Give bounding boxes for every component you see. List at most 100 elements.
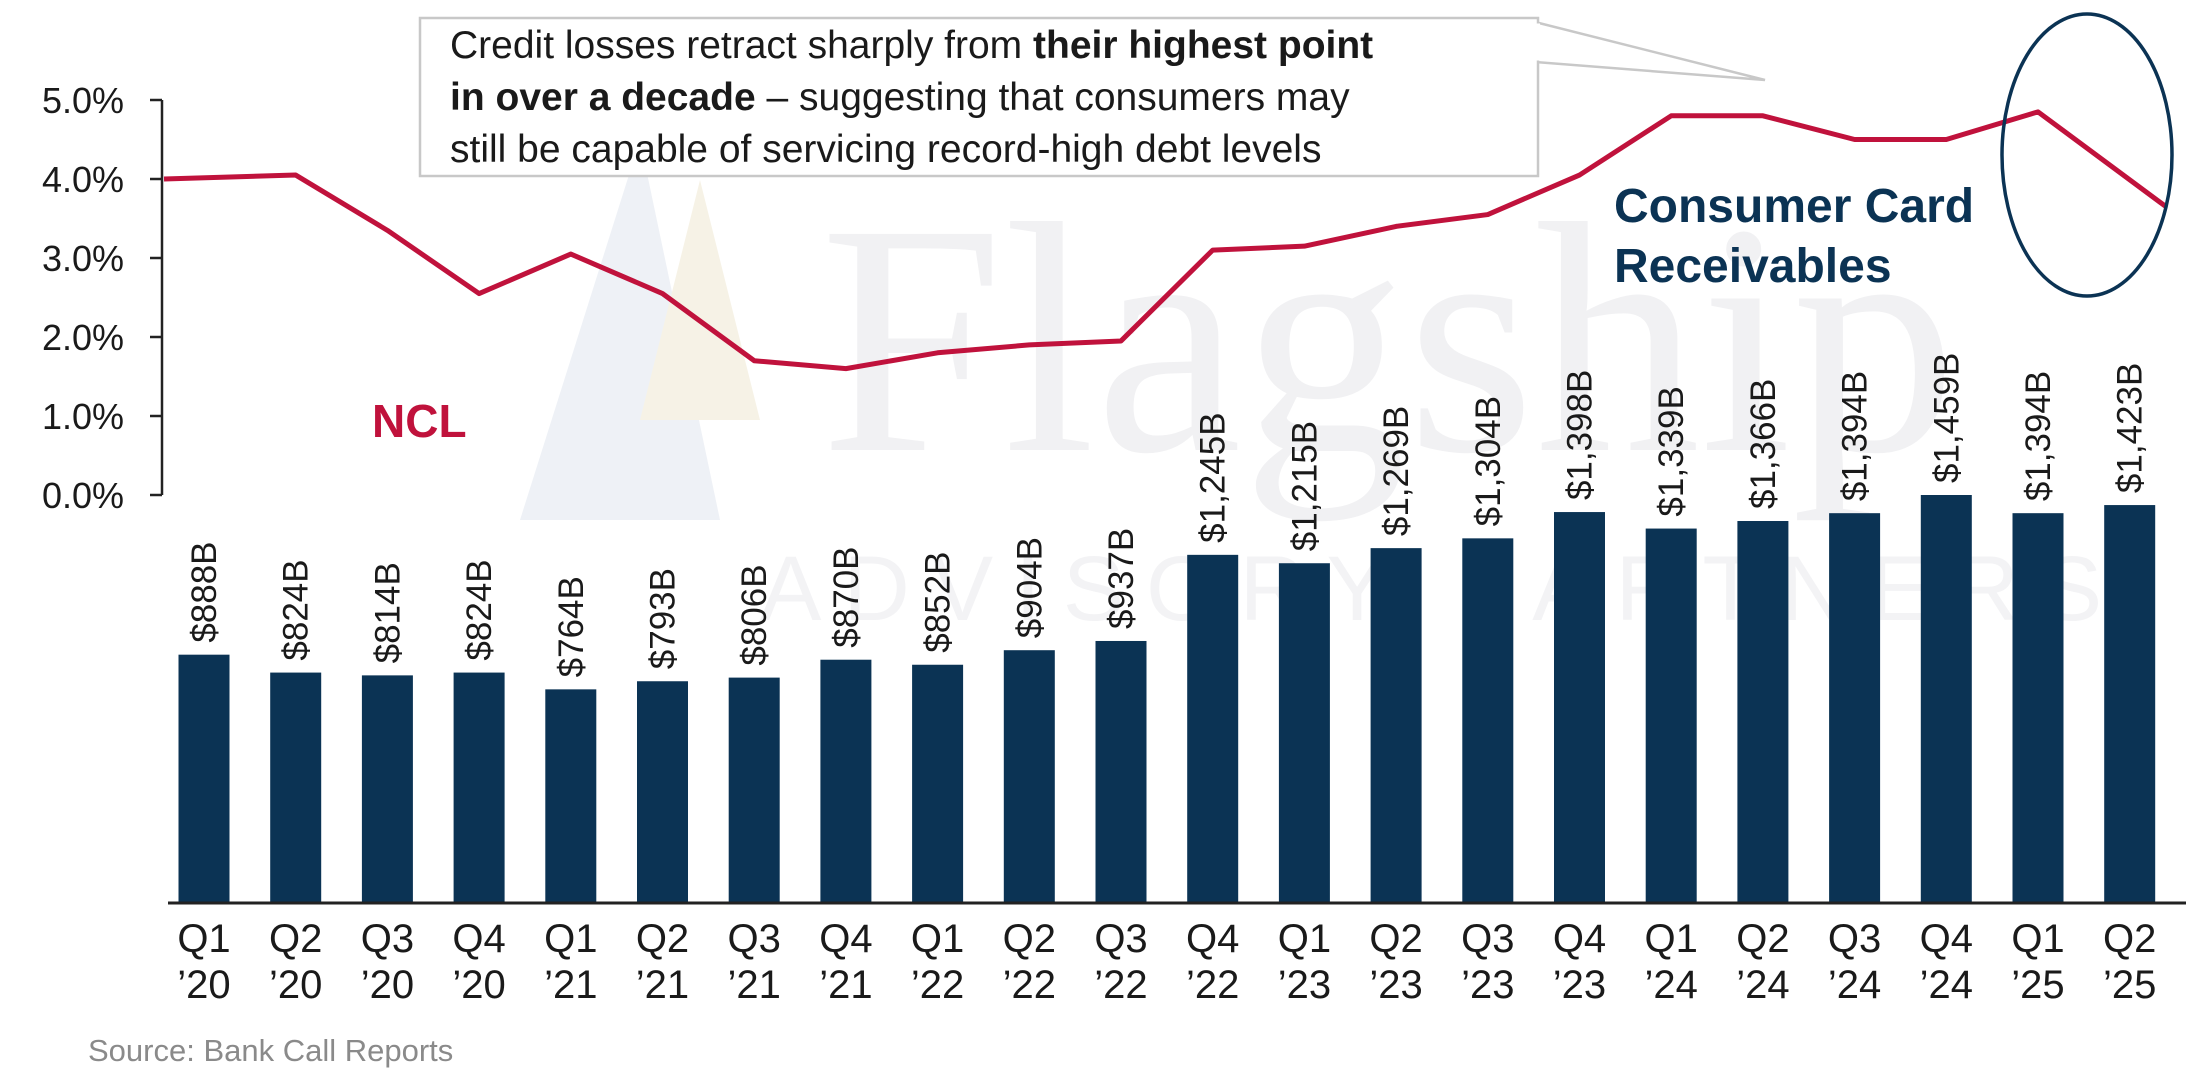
ncl-line	[163, 109, 2168, 372]
callout-line-1: Credit losses retract sharply from their…	[450, 24, 1373, 67]
bar-value-label: $888B	[185, 541, 224, 642]
y-tick-label: 5.0%	[42, 80, 124, 121]
x-tick-year: ’22	[1003, 963, 1056, 1007]
y-tick-label: 1.0%	[42, 396, 124, 437]
bar	[912, 664, 964, 903]
bar-value-label: $904B	[1010, 537, 1049, 638]
x-tick-quarter: Q4	[1920, 917, 1973, 961]
bar-value-label: $1,339B	[1652, 386, 1691, 516]
card-series-label-line-2: Receivables	[1614, 240, 1892, 293]
callout-line-3: still be capable of servicing record-hig…	[450, 128, 1321, 171]
bar-value-label: $814B	[368, 562, 407, 663]
x-tick-year: ’21	[544, 963, 597, 1007]
x-tick-quarter: Q1	[544, 917, 597, 961]
x-tick-year: ’21	[728, 963, 781, 1007]
y-tick-label: 2.0%	[42, 317, 124, 358]
x-tick-quarter: Q4	[452, 917, 505, 961]
bar-value-label: $1,366B	[1744, 379, 1783, 509]
bar	[361, 675, 413, 903]
x-tick-year: ’22	[1186, 963, 1239, 1007]
x-tick-quarter: Q2	[1369, 917, 1422, 961]
bar-value-label: $1,398B	[1561, 370, 1600, 500]
bar-value-label: $1,394B	[1836, 371, 1875, 501]
bar-value-label: $1,245B	[1194, 412, 1233, 542]
watermark-sub-text: ADVISORY PARTNERS	[760, 538, 2124, 640]
bar	[2104, 505, 2156, 903]
bar-value-label: $793B	[644, 568, 683, 669]
x-tick-year: ’21	[819, 963, 872, 1007]
bar	[545, 689, 597, 903]
x-tick-year: ’23	[1278, 963, 1331, 1007]
annotation-callout: Credit losses retract sharply from their…	[418, 16, 1766, 178]
bar-value-labels: $888B $824B $814B $824B $764B $793B $806B $870B…	[185, 353, 2150, 678]
x-tick-quarter: Q2	[1736, 917, 1789, 961]
x-tick-quarter: Q1	[1278, 917, 1331, 961]
x-tick-quarter: Q4	[1186, 917, 1239, 961]
x-tick-year: ’24	[1736, 963, 1789, 1007]
bar	[1737, 521, 1789, 903]
x-tick-year: ’22	[1094, 963, 1147, 1007]
x-tick-quarter: Q3	[1094, 917, 1147, 961]
x-tick-quarter: Q3	[728, 917, 781, 961]
x-tick-year: ’23	[1461, 963, 1514, 1007]
bar	[1462, 538, 1514, 903]
bar	[1003, 650, 1055, 903]
card-series-label-line-1: Consumer Card	[1614, 180, 1974, 233]
bar-value-label: $1,394B	[2019, 371, 2058, 501]
bar	[1095, 640, 1147, 903]
bar-value-label: $1,423B	[2111, 363, 2150, 493]
source-note: Source: Bank Call Reports	[88, 1033, 453, 1068]
callout-line-2-normal: – suggesting that consumers may	[756, 76, 1350, 119]
bar	[453, 672, 505, 903]
callout-pointer	[1533, 20, 1766, 82]
watermark-sail-icon-2	[640, 180, 760, 420]
bar-value-label: $1,304B	[1469, 396, 1508, 526]
x-axis-ticks: Q1’20Q2’20Q3’20Q4’20Q1’21Q2’21Q3’21Q4’21…	[177, 917, 2156, 1007]
callout-line-1-bold: their highest point	[1033, 24, 1373, 67]
watermark-sail-icon	[520, 140, 720, 520]
x-tick-quarter: Q4	[819, 917, 872, 961]
bar-value-label: $1,459B	[1927, 353, 1966, 483]
bar-value-label: $852B	[919, 552, 958, 653]
y-tick-label: 0.0%	[42, 475, 124, 516]
x-tick-quarter: Q2	[1003, 917, 1056, 961]
x-tick-quarter: Q1	[1645, 917, 1698, 961]
bar	[1278, 563, 1330, 903]
bar	[1920, 495, 1972, 903]
watermark: Flagship ADVISORY PARTNERS	[520, 140, 2124, 640]
bar-value-label: $824B	[460, 559, 499, 660]
x-tick-quarter: Q2	[2103, 917, 2156, 961]
bar-value-label: $937B	[1102, 528, 1141, 629]
bar	[1829, 513, 1881, 903]
x-tick-year: ’25	[2103, 963, 2156, 1007]
bar	[178, 654, 230, 903]
x-tick-quarter: Q1	[177, 917, 230, 961]
bar	[1645, 528, 1697, 903]
x-tick-year: ’24	[1645, 963, 1698, 1007]
x-tick-year: ’20	[177, 963, 230, 1007]
bar	[820, 659, 872, 903]
x-tick-quarter: Q3	[361, 917, 414, 961]
x-tick-quarter: Q2	[269, 917, 322, 961]
bar-value-label: $870B	[827, 546, 866, 647]
bar	[1554, 512, 1605, 903]
x-tick-quarter: Q1	[911, 917, 964, 961]
bar-value-label: $1,269B	[1377, 406, 1416, 536]
bar-series	[178, 495, 2156, 903]
bar	[728, 677, 780, 903]
callout-seam-cover	[1536, 23, 1540, 61]
bar	[637, 681, 688, 903]
callout-line-1-normal: Credit losses retract sharply from	[450, 24, 1033, 67]
x-tick-quarter: Q3	[1461, 917, 1514, 961]
x-tick-quarter: Q1	[2011, 917, 2064, 961]
x-tick-quarter: Q4	[1553, 917, 1606, 961]
bar	[1370, 548, 1422, 903]
y-tick-label: 3.0%	[42, 238, 124, 279]
watermark-main-text: Flagship	[820, 157, 1957, 522]
x-tick-year: ’22	[911, 963, 964, 1007]
bar-value-label: $1,215B	[1285, 421, 1324, 551]
x-tick-year: ’24	[1920, 963, 1973, 1007]
x-tick-quarter: Q2	[636, 917, 689, 961]
bar-value-label: $824B	[277, 559, 316, 660]
